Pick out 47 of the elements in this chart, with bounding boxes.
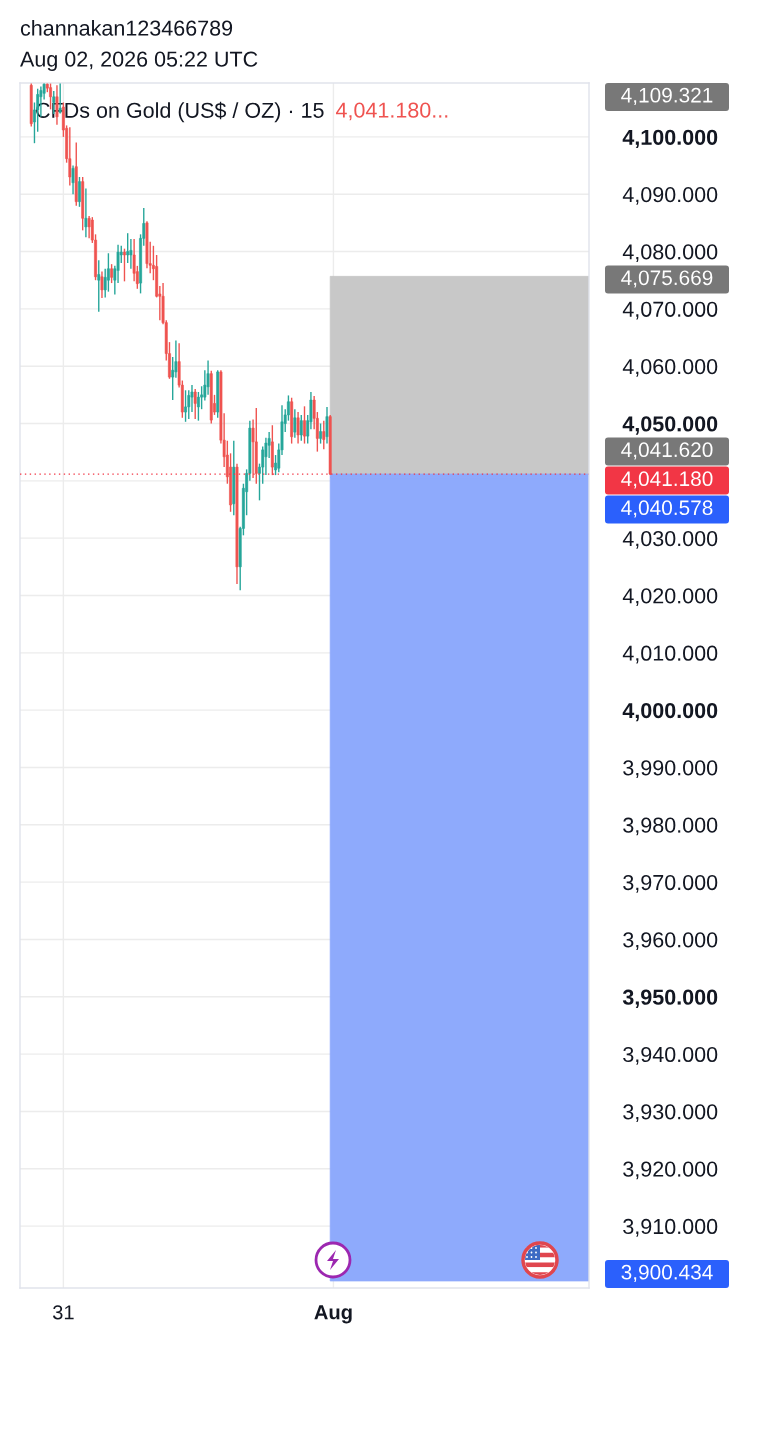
candlestick <box>123 247 126 283</box>
candlestick <box>319 422 323 445</box>
y-tick-label: 4,010.000 <box>622 645 718 664</box>
y-tick-label: 4,070.000 <box>622 301 718 320</box>
text: 4,109.321 <box>621 87 713 106</box>
candlestick <box>322 419 326 451</box>
candlestick <box>296 411 300 445</box>
y-tick-label: 4,020.000 <box>622 588 718 607</box>
candlestick <box>299 414 303 442</box>
y-tick-label: 3,930.000 <box>623 1104 718 1122</box>
chart-subtitle: channakan123466789 Aug 02, 2026 05:22 UTC <box>20 19 258 72</box>
candlestick <box>293 408 297 439</box>
y-tick-label: 4,090.000 <box>622 186 718 205</box>
y-tick-label: 4,050.000 <box>622 416 718 435</box>
candlestick <box>78 176 81 208</box>
x-tick-label: 31 <box>52 1305 74 1320</box>
y-tick-label: 3,920.000 <box>623 1161 718 1180</box>
y-tick-label: 4,000.000 <box>622 702 718 722</box>
candlestick <box>68 126 72 187</box>
y-tick-label: 3,980.000 <box>623 817 718 836</box>
y-tick-label: 4,030.000 <box>622 530 718 549</box>
y-tick-label: 3,990.000 <box>623 760 718 779</box>
candlestick <box>187 389 191 420</box>
candlestick <box>193 388 197 420</box>
y-tick-label: 3,950.000 <box>622 989 718 1008</box>
band-label: 4,075.669 <box>621 270 713 288</box>
band-label: 4,040.578 <box>621 500 713 518</box>
y-tick-label: 4,080.000 <box>622 244 718 263</box>
y-tick-label: 4,100.000 <box>622 129 718 149</box>
y-tick-label: 3,970.000 <box>623 874 718 893</box>
candlestick <box>71 164 75 195</box>
y-tick-label: 3,910.000 <box>623 1218 718 1237</box>
x-tick-label: Aug <box>314 1305 352 1324</box>
candlestick <box>106 252 110 293</box>
y-tick-label: 4,060.000 <box>622 358 718 377</box>
annotation: 4,041.180... <box>335 102 448 121</box>
y-tick-label: 3,940.000 <box>623 1046 718 1065</box>
band-label: 3,900.434 <box>621 1264 713 1283</box>
candlestick <box>325 406 329 445</box>
candlestick <box>110 263 114 284</box>
band-label: 4,041.620 <box>621 442 713 460</box>
candlestick <box>126 232 130 264</box>
candlestick <box>303 405 306 445</box>
y-tick-label: 3,960.000 <box>623 932 718 951</box>
candlestick <box>87 215 91 240</box>
ref-line-label: 4,041.180 <box>621 471 713 489</box>
candlestick <box>184 389 187 423</box>
